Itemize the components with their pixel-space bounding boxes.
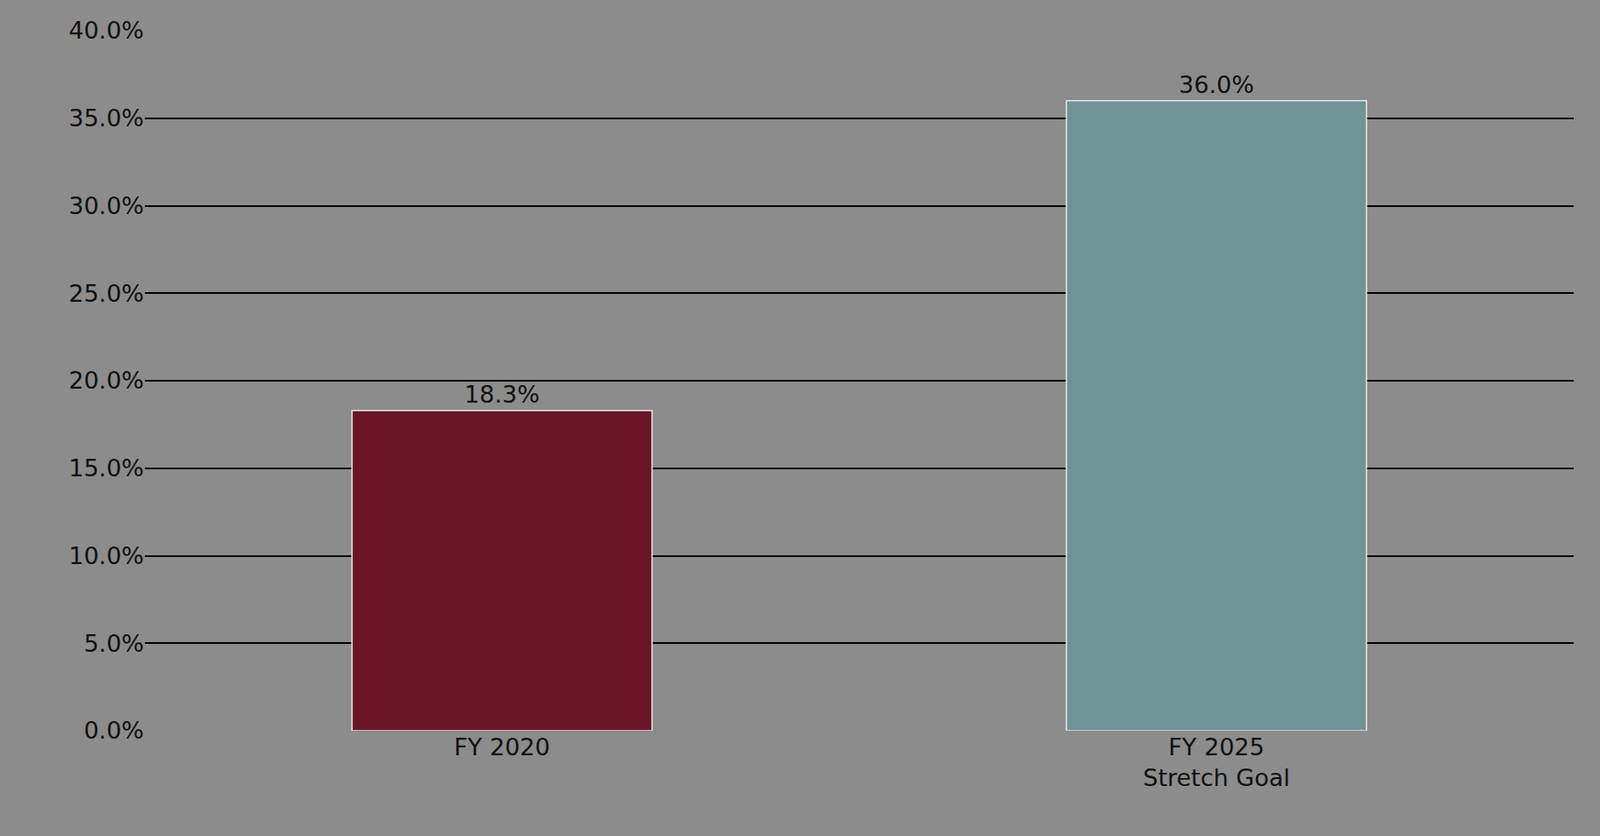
svg-text:5.0%: 5.0%: [83, 630, 144, 658]
svg-text:30.0%: 30.0%: [68, 192, 144, 220]
svg-text:18.3%: 18.3%: [464, 380, 540, 409]
svg-text:0.0%: 0.0%: [83, 717, 144, 745]
svg-text:15.0%: 15.0%: [68, 454, 144, 482]
svg-text:10.0%: 10.0%: [68, 542, 144, 570]
svg-text:36.0%: 36.0%: [1178, 71, 1255, 99]
svg-text:FY 2020: FY 2020: [453, 733, 550, 761]
svg-text:40.0%: 40.0%: [68, 16, 144, 44]
svg-text:35.0%: 35.0%: [68, 104, 144, 132]
svg-text:FY 2025Stretch Goal: FY 2025Stretch Goal: [1142, 733, 1290, 792]
svg-text:20.0%: 20.0%: [68, 366, 144, 395]
svg-text:25.0%: 25.0%: [68, 279, 144, 308]
